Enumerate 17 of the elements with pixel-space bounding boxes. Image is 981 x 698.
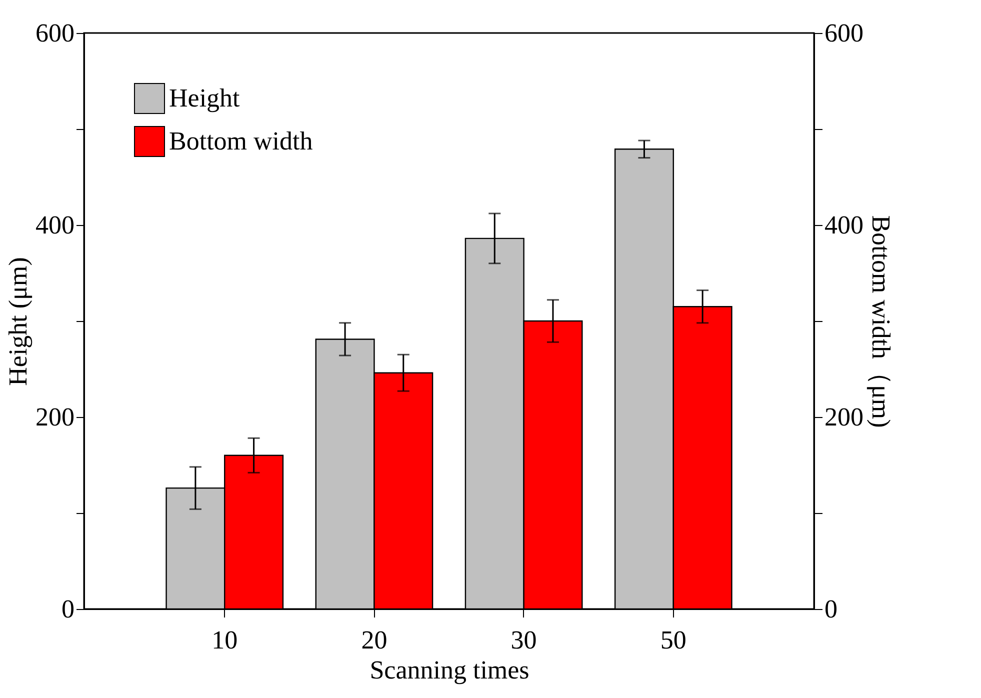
x-tick-label: 30 (510, 626, 537, 654)
y2-tick-label: 600 (824, 18, 864, 48)
y2-tick-label: 400 (824, 210, 864, 240)
x-axis-title: Scanning times (370, 656, 530, 684)
legend-label: Height (169, 84, 241, 112)
y-tick-label: 400 (36, 210, 74, 240)
legend-label: Bottom width (169, 126, 313, 156)
x-tick-label: 50 (660, 626, 686, 654)
y-tick-label: 200 (36, 402, 74, 432)
x-tick-label: 10 (212, 626, 238, 654)
y-tick-label: 600 (36, 18, 74, 48)
x-tick-label: 20 (361, 626, 388, 654)
y-tick-label: 0 (62, 594, 74, 624)
y2-tick-label: 200 (824, 402, 864, 432)
y2-tick-label: 0 (824, 594, 838, 624)
y2-axis-title: Bottom width（μm) (866, 215, 896, 428)
y-axis-title: Height (μm) (4, 257, 32, 386)
